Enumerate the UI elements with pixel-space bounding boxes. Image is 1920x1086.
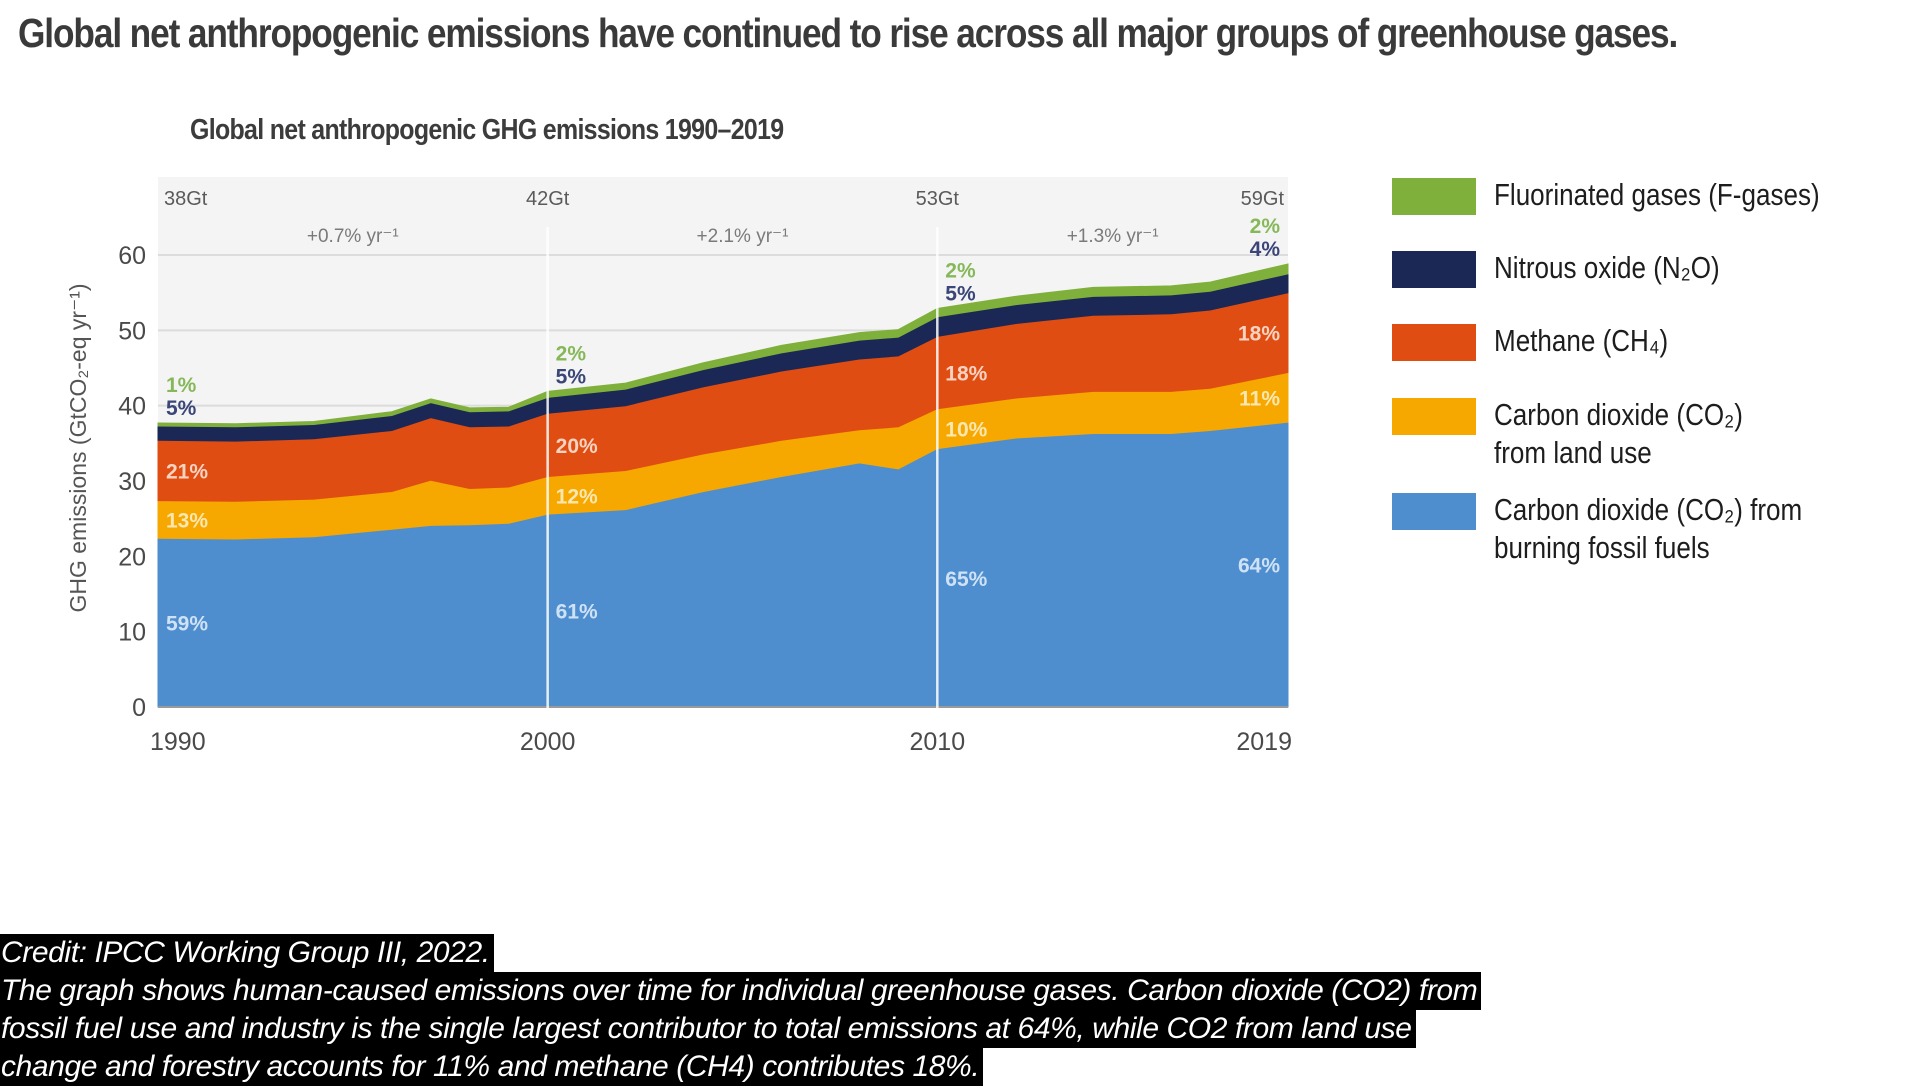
legend-label-co2-fossil: Carbon dioxide (CO₂) from burning fossil … bbox=[1494, 492, 1803, 565]
share-fgas-2000: 2% bbox=[556, 342, 587, 365]
decade-dividers bbox=[546, 227, 939, 713]
legend-label-methane: Methane (CH₄) bbox=[1494, 323, 1669, 358]
total-label-2019: 59Gt bbox=[1241, 188, 1285, 210]
total-label-2010: 53Gt bbox=[916, 188, 960, 210]
legend-swatch-co2-fossil bbox=[1392, 493, 1476, 530]
stacked-areas bbox=[157, 263, 1289, 708]
x-tick-2019: 2019 bbox=[1236, 728, 1292, 756]
share-landuse-2010: 10% bbox=[945, 419, 987, 442]
legend-item-fgas: Fluorinated gases (F-gases) bbox=[1392, 176, 1882, 215]
share-methane-1990: 21% bbox=[166, 460, 208, 483]
share-landuse-1990: 13% bbox=[166, 509, 208, 532]
caption: Credit: IPCC Working Group III, 2022. Th… bbox=[0, 934, 1482, 1086]
share-landuse-2019: 11% bbox=[1239, 387, 1280, 410]
legend-item-co2-landuse: Carbon dioxide (CO₂) from land use bbox=[1392, 396, 1790, 472]
share-labels: 59%13%21%5%1%61%12%20%5%2%65%10%18%5%2%6… bbox=[166, 215, 1280, 636]
x-axis-ticks: 1990 2000 2010 2019 bbox=[150, 728, 1292, 756]
x-tick-1990: 1990 bbox=[150, 728, 206, 756]
x-tick-2010: 2010 bbox=[909, 728, 965, 756]
share-n2o-2010: 5% bbox=[945, 282, 976, 305]
y-tick-40: 40 bbox=[118, 393, 146, 421]
area-fgas bbox=[157, 263, 1289, 428]
chart-title: Global net anthropogenic GHG emissions 1… bbox=[190, 114, 784, 146]
legend-label-n2o: Nitrous oxide (N₂O) bbox=[1494, 250, 1720, 285]
share-fossil-2019: 64% bbox=[1238, 555, 1280, 578]
y-tick-30: 30 bbox=[118, 468, 146, 496]
share-fossil-2010: 65% bbox=[945, 568, 987, 591]
share-n2o-2000: 5% bbox=[556, 365, 587, 388]
share-landuse-2000: 12% bbox=[556, 485, 598, 508]
caption-credit: Credit: IPCC Working Group III, 2022. bbox=[0, 934, 494, 972]
caption-line-2: fossil fuel use and industry is the sing… bbox=[0, 1010, 1416, 1048]
share-fgas-2010: 2% bbox=[945, 259, 976, 282]
caption-line-1: The graph shows human-caused emissions o… bbox=[0, 972, 1482, 1010]
legend-label-co2-landuse: Carbon dioxide (CO₂) from land use bbox=[1494, 397, 1743, 470]
growth-rate-2010-2019: +1.3% yr⁻¹ bbox=[1067, 226, 1159, 247]
growth-rate-1990-2000: +0.7% yr⁻¹ bbox=[307, 226, 399, 247]
growth-rate-2000-2010: +2.1% yr⁻¹ bbox=[697, 226, 789, 247]
y-tick-60: 60 bbox=[118, 242, 146, 270]
legend-swatch-co2-landuse bbox=[1392, 398, 1476, 435]
share-fgas-2019: 2% bbox=[1250, 215, 1281, 238]
y-tick-10: 10 bbox=[118, 619, 146, 647]
legend-item-n2o: Nitrous oxide (N₂O) bbox=[1392, 249, 1763, 288]
y-axis-ticks: 0 10 20 30 40 50 60 bbox=[118, 242, 146, 722]
total-label-1990: 38Gt bbox=[164, 188, 208, 210]
y-tick-50: 50 bbox=[118, 317, 146, 345]
share-n2o-1990: 5% bbox=[166, 397, 197, 420]
share-methane-2000: 20% bbox=[556, 435, 598, 458]
share-methane-2010: 18% bbox=[945, 363, 987, 386]
y-axis-label: GHG emissions (GtCO₂-eq yr⁻¹) bbox=[65, 283, 91, 612]
share-fgas-1990: 1% bbox=[166, 374, 197, 397]
share-fossil-2000: 61% bbox=[556, 601, 598, 624]
y-tick-20: 20 bbox=[118, 543, 146, 571]
legend-swatch-methane bbox=[1392, 324, 1476, 361]
total-labels: 38Gt 42Gt 53Gt 59Gt +0.7% yr⁻¹ +2.1% yr⁻¹ +1.3… bbox=[164, 188, 1284, 247]
legend-item-co2-fossil: Carbon dioxide (CO₂) from burning fossil … bbox=[1392, 491, 1861, 567]
caption-line-3: change and forestry accounts for 11% and… bbox=[0, 1048, 984, 1086]
share-methane-2019: 18% bbox=[1238, 323, 1280, 346]
legend-swatch-fgas bbox=[1392, 178, 1476, 215]
legend-swatch-n2o bbox=[1392, 251, 1476, 288]
share-n2o-2019: 4% bbox=[1250, 238, 1281, 261]
x-tick-2000: 2000 bbox=[520, 728, 576, 756]
emissions-chart: 0 10 20 30 40 50 60 1990 2000 2010 2019 38Gt 42Gt 5… bbox=[65, 177, 1292, 756]
legend-label-fgas: Fluorinated gases (F-gases) bbox=[1494, 177, 1820, 212]
page-title: Global net anthropogenic emissions have … bbox=[18, 10, 1678, 56]
share-fossil-1990: 59% bbox=[166, 613, 208, 636]
y-tick-0: 0 bbox=[132, 694, 146, 722]
legend-item-methane: Methane (CH₄) bbox=[1392, 322, 1701, 361]
total-label-2000: 42Gt bbox=[526, 188, 570, 210]
